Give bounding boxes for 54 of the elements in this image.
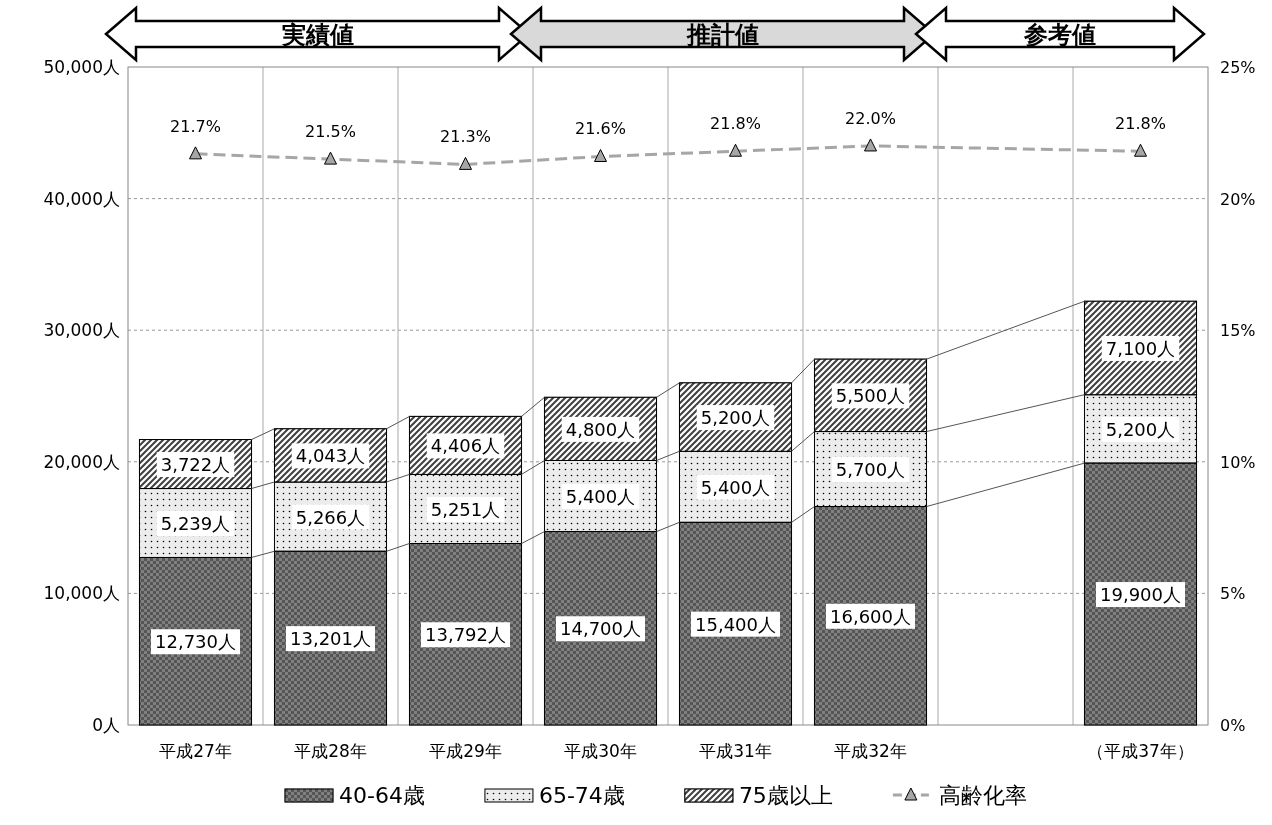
data-label: 5,251人 <box>430 498 501 520</box>
data-label: 5,500人 <box>835 385 906 407</box>
y2-tick-label: 0% <box>1220 716 1246 735</box>
x-tick-label: 平成32年 <box>834 741 907 761</box>
data-label: 7,100人 <box>1105 337 1176 359</box>
legend-label: 高齢化率 <box>938 783 1027 808</box>
data-label: 4,406人 <box>430 435 501 457</box>
y2-tick-label: 20% <box>1220 189 1256 209</box>
x-tick-label: 平成28年 <box>294 741 367 761</box>
y-tick-label: 30,000人 <box>43 320 120 341</box>
data-label: 5,400人 <box>565 486 636 508</box>
data-label: 21.8% <box>1115 114 1166 134</box>
y-tick-label: 50,000人 <box>43 57 120 77</box>
data-label: 3,722人 <box>160 454 231 476</box>
x-tick-label: 平成30年 <box>564 741 637 761</box>
data-label: 13,792人 <box>425 624 506 646</box>
data-label: 5,200人 <box>700 407 771 429</box>
x-tick-label: 平成29年 <box>429 741 502 761</box>
x-tick-label: 平成31年 <box>699 741 772 761</box>
data-label: 21.7% <box>170 116 221 136</box>
data-label: 21.5% <box>305 122 356 142</box>
data-label: 12,730人 <box>155 631 236 653</box>
data-label: 16,600人 <box>830 605 911 627</box>
y2-tick-label: 10% <box>1220 452 1256 472</box>
data-label: 21.8% <box>710 114 761 134</box>
x-tick-label: 平成27年 <box>159 741 232 761</box>
data-label: 5,239人 <box>160 513 231 534</box>
text: 実績値 <box>280 21 354 49</box>
data-label: 5,700人 <box>835 459 906 481</box>
text: 参考値 <box>1023 21 1096 49</box>
data-label: 15,400人 <box>695 613 776 635</box>
data-label: 14,700人 <box>560 618 641 640</box>
data-label: 21.3% <box>440 127 491 147</box>
y-tick-label: 40,000人 <box>43 188 120 209</box>
data-label: 5,400人 <box>700 476 771 498</box>
data-label: 22.0% <box>845 108 896 128</box>
data-label: 21.6% <box>575 119 626 139</box>
y-tick-label: 10,000人 <box>43 583 120 604</box>
text: 推計値 <box>685 21 759 49</box>
data-label: 13,201人 <box>290 628 371 650</box>
y-tick-label: 20,000人 <box>43 451 120 472</box>
legend-label: 40-64歳 <box>339 783 425 808</box>
data-label: 19,900人 <box>1100 584 1181 606</box>
data-label: 5,266人 <box>295 506 366 528</box>
y2-tick-label: 5% <box>1220 584 1246 604</box>
y2-tick-label: 25% <box>1220 58 1256 77</box>
y-tick-label: 0人 <box>92 715 120 735</box>
legend-label: 65-74歳 <box>538 783 625 808</box>
legend-label: 75歳以上 <box>738 783 833 808</box>
x-tick-label: （平成37年） <box>1087 741 1194 761</box>
data-label: 4,043人 <box>295 445 366 467</box>
y2-tick-label: 15% <box>1220 321 1256 341</box>
data-label: 4,800人 <box>565 418 636 440</box>
data-label: 5,200人 <box>1105 418 1176 440</box>
